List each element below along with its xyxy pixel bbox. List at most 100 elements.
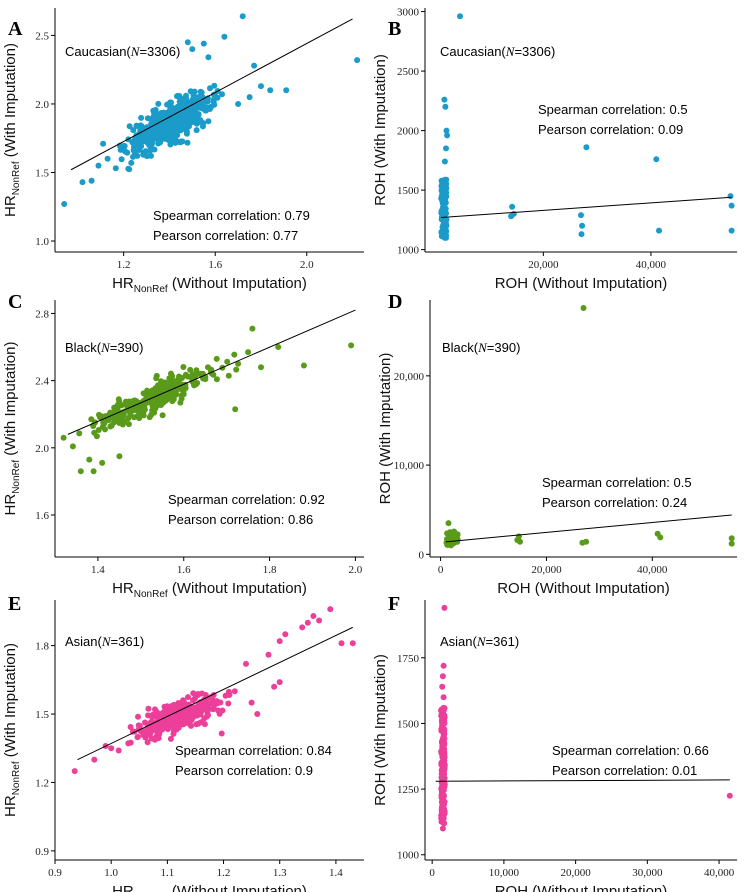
data-point [454,538,461,545]
data-point [653,156,660,163]
data-point [219,707,226,714]
data-point [136,415,143,422]
data-point [174,702,181,709]
x-axis-title: ROH (Without Imputation) [495,883,668,892]
data-point [188,722,194,729]
data-point [184,39,191,46]
data-point [88,177,95,184]
x-tick-label: 0 [429,867,435,879]
data-point [95,427,102,433]
data-point [170,730,177,737]
data-point [354,57,361,64]
data-point [167,735,174,742]
data-point [185,717,192,724]
data-point [166,719,173,726]
panel-letter: E [8,593,21,615]
data-point [138,123,145,130]
data-point [144,115,151,122]
data-point [199,123,206,130]
data-point [440,812,447,819]
data-point [120,412,127,419]
data-point [304,619,311,626]
data-point [728,227,735,234]
x-tick-label: 0 [438,564,444,576]
data-point [101,420,108,427]
data-point [121,143,128,149]
data-point [90,468,97,475]
data-point [219,91,225,98]
data-point [156,113,163,120]
data-point [245,349,252,356]
data-point [153,399,160,405]
data-point [509,203,516,210]
data-point [265,651,272,658]
pearson-annotation: Pearson correlation: 0.09 [538,122,683,137]
data-point [439,683,446,690]
y-tick-label: 1750 [397,653,420,665]
data-point [211,705,217,712]
data-point [203,713,210,720]
data-point [125,421,132,428]
y-tick-label: 0.9 [35,846,49,858]
data-point [79,179,86,186]
data-point [579,222,586,229]
spearman-annotation: Spearman correlation: 0.79 [153,208,310,223]
panel-letter: A [8,18,23,40]
data-point [153,390,160,396]
data-point [60,434,67,441]
data-point [439,825,446,832]
data-point [443,127,450,134]
x-axis-title: HRNonRef (Without Imputation) [112,275,307,295]
regression-line [445,514,732,543]
y-tick-label: 2000 [397,126,420,138]
data-point [157,124,163,131]
regression-line [70,18,353,171]
data-point [168,370,174,377]
y-tick-label: 1000 [397,850,420,862]
data-point [441,211,448,218]
data-point [190,92,197,99]
x-axis-title: ROH (Without Imputation) [495,275,668,292]
data-point [171,123,178,130]
data-point [348,342,355,349]
data-point [167,106,174,113]
data-point [445,520,452,527]
data-point [112,165,119,172]
data-point [187,366,194,373]
data-point [225,688,232,695]
y-tick-label: 1500 [397,718,420,730]
data-point [438,726,445,733]
data-point [239,13,246,20]
x-tick-label: 1.1 [160,867,174,879]
data-point [246,94,253,101]
data-point [136,722,143,729]
data-point [728,540,735,547]
data-point [197,88,204,95]
data-point [728,202,735,209]
data-point [189,709,196,716]
data-point [146,414,153,421]
data-point [440,736,446,743]
data-point [176,98,183,105]
data-point [157,728,163,735]
data-point [193,381,199,388]
data-point [86,456,93,463]
data-point [442,103,449,110]
data-point [198,100,205,107]
x-tick-label: 1.8 [263,564,277,576]
data-point [211,82,218,89]
data-point [127,411,134,418]
data-point [119,418,126,425]
data-point [439,807,446,814]
data-point [104,155,111,162]
data-point [148,128,154,135]
data-point [176,379,182,386]
data-point [115,747,122,754]
data-point [174,93,180,100]
y-tick-label: 2.0 [35,443,49,455]
data-point [192,104,199,111]
y-axis-title: HRNonRef (With Imputation) [2,342,22,516]
y-tick-label: 1.5 [35,709,49,721]
x-tick-label: 20,000 [560,867,591,879]
data-point [146,142,153,149]
